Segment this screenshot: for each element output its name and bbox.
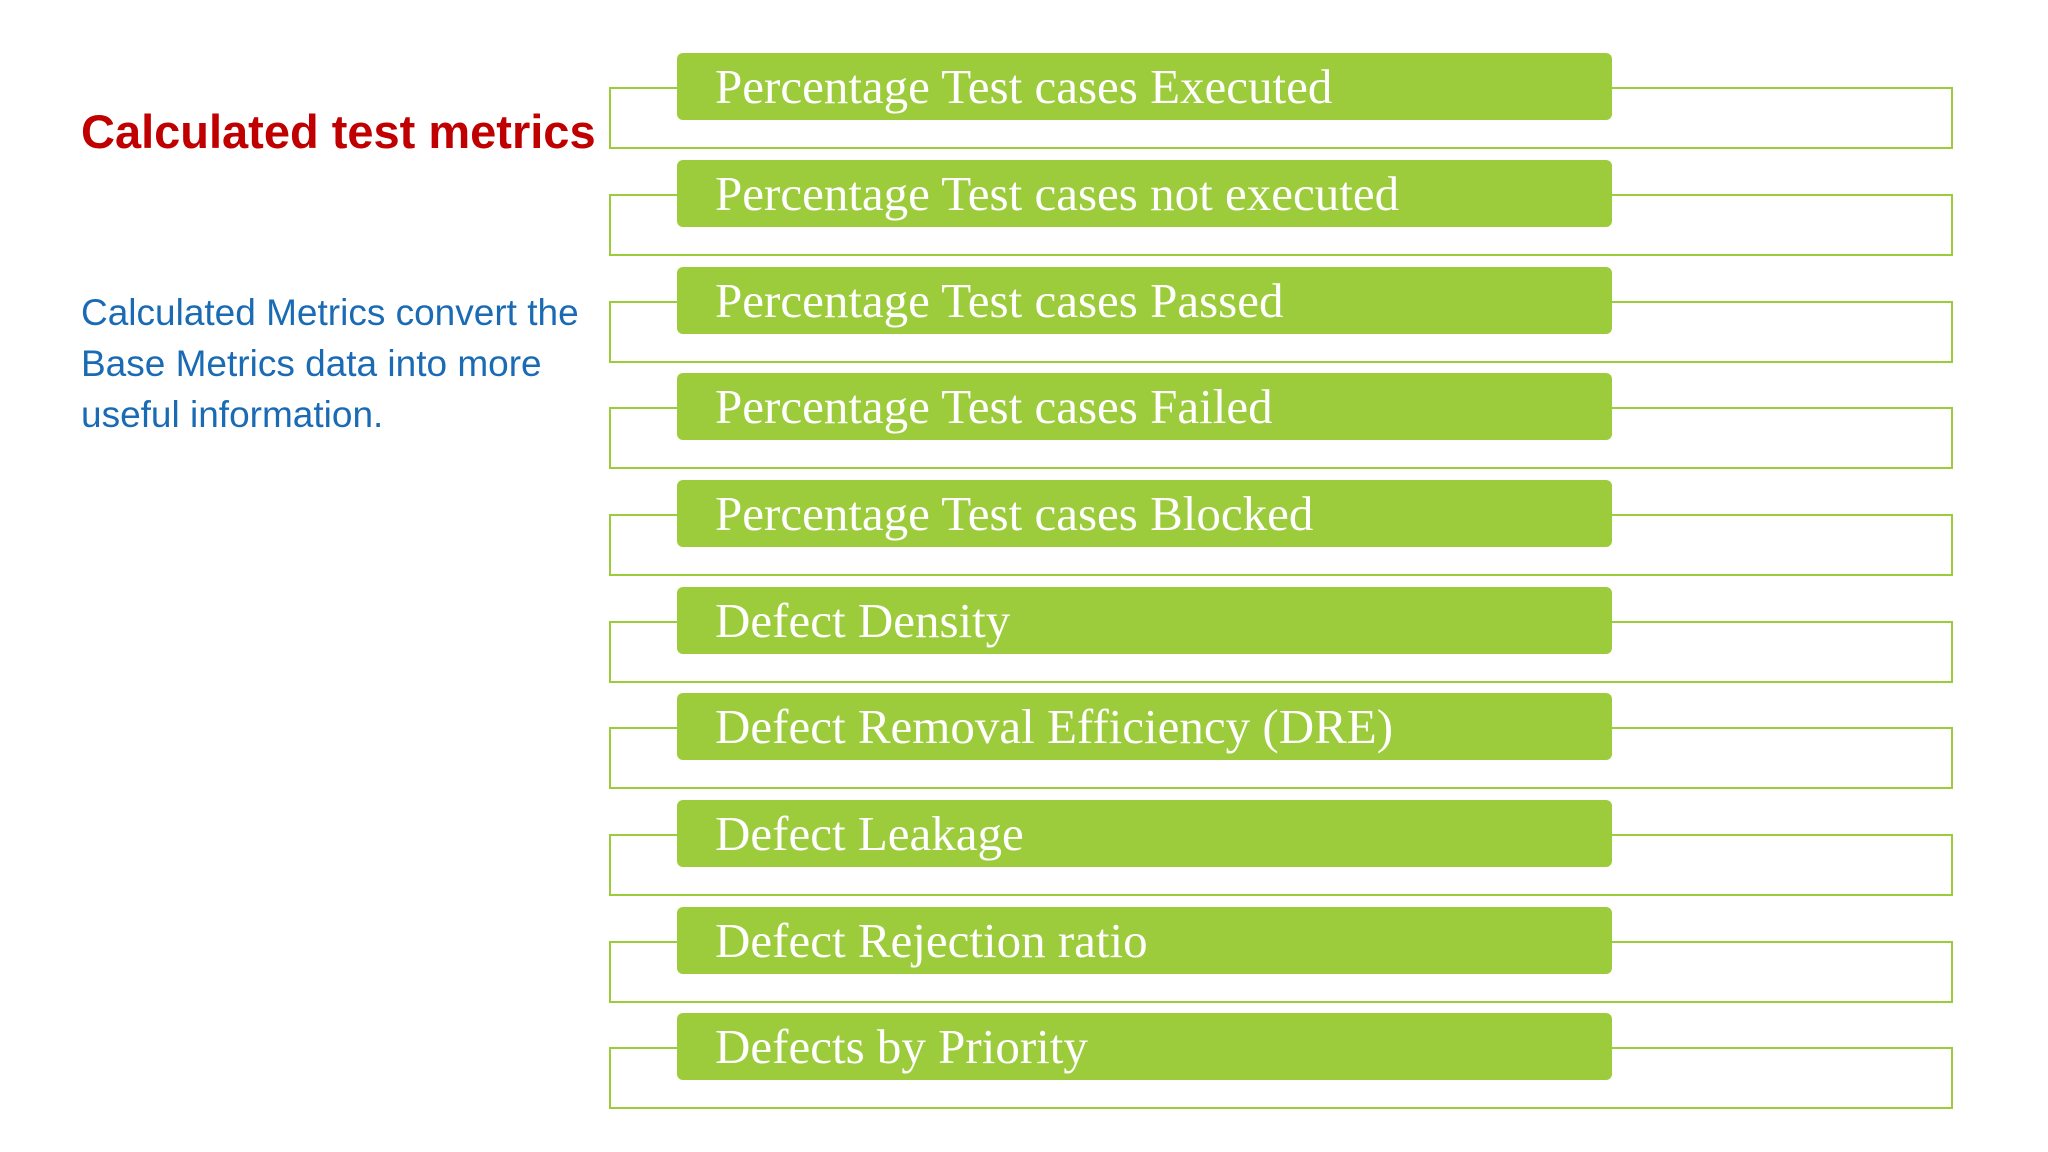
metric-bar: Defect Removal Efficiency (DRE) [677,693,1612,760]
metric-item: Defect Leakage [609,800,1953,906]
slide-description: Calculated Metrics convert the Base Metr… [81,292,579,435]
metric-item: Percentage Test cases Failed [609,373,1953,479]
metric-item: Defects by Priority [609,1013,1953,1119]
metric-item: Defect Removal Efficiency (DRE) [609,693,1953,799]
slide-title: Calculated test metrics [81,105,596,158]
metric-bar: Defects by Priority [677,1013,1612,1080]
metric-bar: Percentage Test cases Failed [677,373,1612,440]
metric-item: Defect Density [609,587,1953,693]
metric-item: Percentage Test cases not executed [609,160,1953,266]
metric-bar: Defect Rejection ratio [677,907,1612,974]
metric-item: Percentage Test cases Blocked [609,480,1953,586]
metric-bar: Percentage Test cases not executed [677,160,1612,227]
metric-item: Defect Rejection ratio [609,907,1953,1013]
metric-bar: Percentage Test cases Executed [677,53,1612,120]
metric-item: Percentage Test cases Passed [609,267,1953,373]
metric-item: Percentage Test cases Executed [609,53,1953,159]
metric-bar: Defect Density [677,587,1612,654]
metric-bar: Percentage Test cases Blocked [677,480,1612,547]
metric-bar: Defect Leakage [677,800,1612,867]
metric-bar: Percentage Test cases Passed [677,267,1612,334]
